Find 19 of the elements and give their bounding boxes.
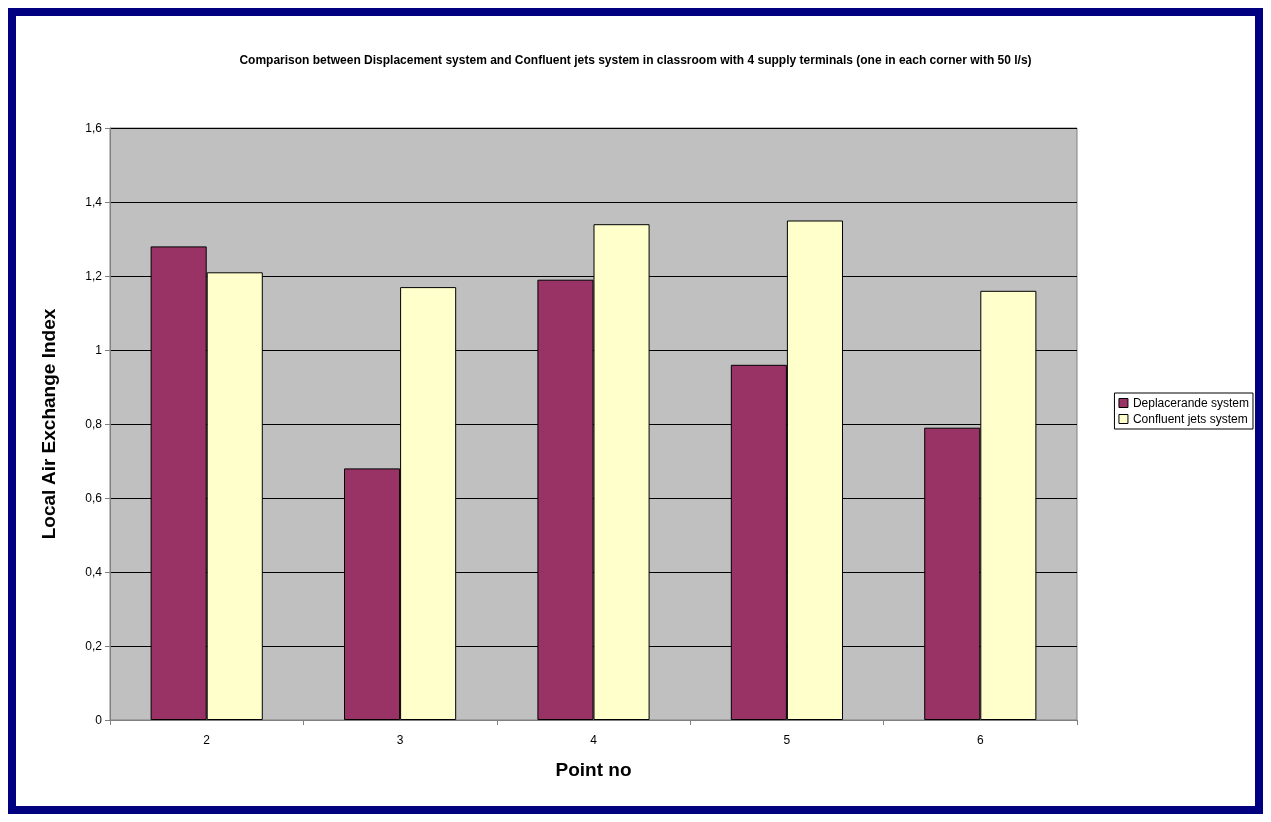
- x-axis-title: Point no: [555, 759, 632, 780]
- x-tick-label: 2: [203, 733, 211, 747]
- chart-title: Comparison between Displacement system and Confluent jets system in classroom with 4 supply terminals (one in each corner with 50 l/s): [239, 53, 1032, 67]
- y-tick-label: 1: [95, 343, 103, 357]
- x-tick-label: 5: [783, 733, 791, 747]
- y-tick-label: 1,2: [85, 269, 103, 283]
- y-tick-label: 1,6: [85, 121, 103, 135]
- y-tick-label: 0,4: [85, 565, 103, 579]
- x-tick-label: 3: [396, 733, 404, 747]
- y-tick-label: 0: [95, 713, 103, 727]
- x-tick-label: 6: [976, 733, 984, 747]
- legend-label: Confluent jets system: [1132, 412, 1248, 426]
- x-tick-label: 4: [590, 733, 598, 747]
- y-tick-label: 0,2: [85, 639, 103, 653]
- y-tick-label: 0,8: [85, 417, 103, 431]
- y-tick-label: 1,4: [85, 195, 103, 209]
- y-axis-title: Local Air Exchange Index: [38, 308, 59, 540]
- y-tick-label: 0,6: [85, 491, 103, 505]
- legend-label: Deplacerande system: [1132, 396, 1250, 410]
